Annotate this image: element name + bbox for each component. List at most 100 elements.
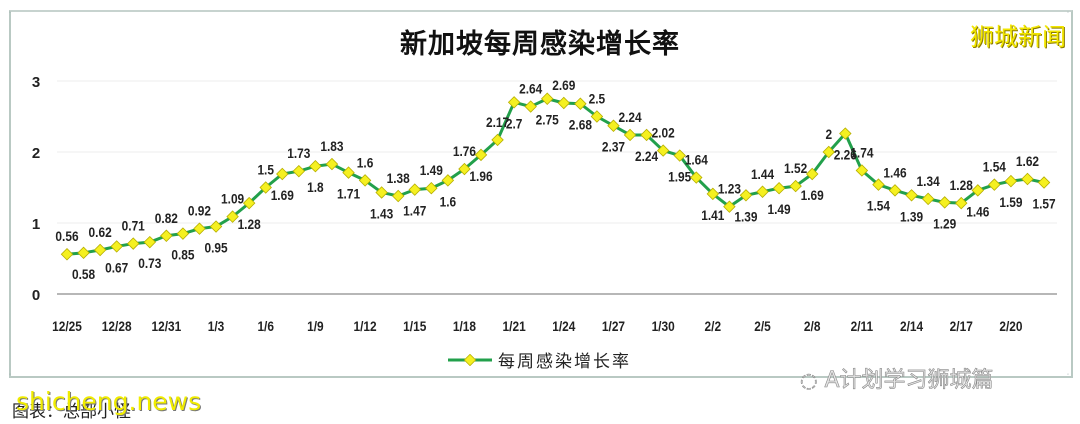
data-point-marker[interactable] — [739, 189, 753, 202]
x-tick-label: 1/15 — [403, 318, 426, 334]
data-point-marker[interactable] — [209, 220, 223, 233]
data-label: 1.39 — [900, 208, 923, 224]
data-label: 1.83 — [320, 138, 343, 154]
x-tick-label: 12/25 — [52, 318, 82, 334]
data-point-marker[interactable] — [176, 227, 190, 240]
data-point-marker[interactable] — [656, 144, 670, 157]
x-tick-label: 1/6 — [257, 318, 274, 334]
data-point-marker[interactable] — [60, 248, 74, 261]
x-tick-label: 1/27 — [602, 318, 625, 334]
data-point-marker[interactable] — [242, 196, 256, 210]
data-point-marker[interactable] — [1004, 174, 1018, 188]
data-point-marker[interactable] — [143, 235, 157, 249]
data-point-marker[interactable] — [425, 181, 438, 195]
data-point-marker[interactable] — [391, 189, 405, 203]
resize-handle-bottom-right[interactable]: ◦ — [1067, 372, 1070, 378]
data-point-marker[interactable] — [325, 157, 339, 171]
data-point-marker[interactable] — [541, 92, 554, 105]
data-point-marker[interactable] — [772, 181, 786, 195]
data-point-marker[interactable] — [276, 167, 289, 181]
data-point-marker[interactable] — [839, 127, 852, 140]
data-label: 1.46 — [966, 203, 989, 219]
resize-handle-top-left[interactable]: ◦ — [9, 10, 12, 16]
data-point-marker[interactable] — [988, 178, 1001, 191]
data-point-marker[interactable] — [160, 229, 173, 243]
data-point-marker[interactable] — [1037, 176, 1051, 189]
data-label: 1.69 — [271, 187, 294, 203]
data-point-marker[interactable] — [458, 162, 471, 176]
data-point-marker[interactable] — [77, 246, 90, 260]
data-label: 2.02 — [652, 125, 675, 141]
data-point-marker[interactable] — [607, 119, 620, 132]
data-point-marker[interactable] — [971, 184, 985, 197]
data-point-marker[interactable] — [309, 159, 322, 173]
data-point-marker[interactable] — [110, 240, 123, 253]
data-point-marker[interactable] — [524, 100, 537, 113]
data-point-marker[interactable] — [474, 148, 488, 162]
data-label: 2.7 — [506, 115, 523, 131]
data-point-marker[interactable] — [623, 128, 637, 142]
data-point-marker[interactable] — [193, 222, 206, 235]
data-point-marker[interactable] — [342, 166, 355, 179]
data-point-marker[interactable] — [640, 128, 653, 142]
data-point-marker[interactable] — [408, 183, 421, 196]
data-point-marker[interactable] — [690, 171, 703, 184]
data-point-marker[interactable] — [938, 196, 951, 209]
data-point-marker[interactable] — [673, 149, 686, 162]
data-label: 2.69 — [552, 77, 575, 93]
data-point-marker[interactable] — [491, 133, 504, 147]
y-tick-label: 1 — [32, 216, 40, 233]
data-label: 2.37 — [602, 139, 625, 155]
data-label: 1.46 — [883, 164, 906, 180]
data-label: 1.64 — [685, 152, 709, 168]
data-label: 1.96 — [469, 168, 492, 184]
y-tick-label: 3 — [32, 74, 40, 91]
data-point-marker[interactable] — [822, 145, 835, 159]
data-point-marker[interactable] — [93, 243, 107, 257]
data-label: 1.5 — [257, 162, 274, 178]
data-point-marker[interactable] — [590, 110, 604, 123]
data-point-marker[interactable] — [375, 186, 388, 199]
data-label: 1.23 — [718, 181, 741, 197]
data-label: 0.56 — [55, 228, 78, 244]
legend-line-marker-icon — [448, 353, 492, 366]
resize-handle-bottom-left[interactable]: ◦ — [9, 372, 12, 378]
data-point-marker[interactable] — [574, 97, 587, 110]
data-point-marker[interactable] — [358, 174, 372, 187]
data-label: 2.68 — [569, 117, 592, 133]
x-tick-label: 1/18 — [453, 318, 476, 334]
data-point-marker[interactable] — [1021, 172, 1034, 186]
data-label: 1.6 — [440, 193, 457, 209]
data-point-marker[interactable] — [127, 237, 140, 250]
data-point-marker[interactable] — [872, 178, 885, 191]
data-label: 1.41 — [701, 207, 724, 223]
data-label: 0.95 — [204, 240, 227, 256]
data-point-marker[interactable] — [557, 96, 571, 110]
data-point-marker[interactable] — [955, 196, 968, 210]
data-label: 1.34 — [917, 173, 941, 189]
data-label: 1.57 — [1032, 196, 1055, 212]
data-point-marker[interactable] — [756, 185, 769, 198]
data-point-marker[interactable] — [226, 210, 239, 223]
data-label: 1.47 — [403, 203, 426, 219]
data-point-marker[interactable] — [441, 174, 455, 187]
wechat-watermark: ◌ A计划学习狮城篇 — [800, 362, 994, 394]
data-label: 0.73 — [138, 255, 161, 271]
data-point-marker[interactable] — [706, 187, 720, 201]
data-point-marker[interactable] — [789, 179, 802, 193]
data-point-marker[interactable] — [921, 192, 935, 206]
data-point-marker[interactable] — [905, 189, 918, 202]
data-point-marker[interactable] — [292, 164, 306, 178]
data-label: 0.71 — [122, 218, 145, 234]
data-point-marker[interactable] — [723, 200, 736, 213]
data-point-marker[interactable] — [888, 184, 902, 197]
data-label: 1.52 — [784, 160, 807, 176]
data-point-marker[interactable] — [259, 181, 272, 194]
x-tick-label: 1/21 — [503, 318, 526, 334]
x-tick-label: 1/12 — [354, 318, 377, 334]
data-point-marker[interactable] — [855, 164, 869, 177]
data-label: 1.8 — [307, 179, 324, 195]
data-point-marker[interactable] — [805, 167, 819, 181]
data-point-marker[interactable] — [507, 96, 521, 109]
resize-handle-top-right[interactable]: ◦ — [1067, 10, 1070, 16]
